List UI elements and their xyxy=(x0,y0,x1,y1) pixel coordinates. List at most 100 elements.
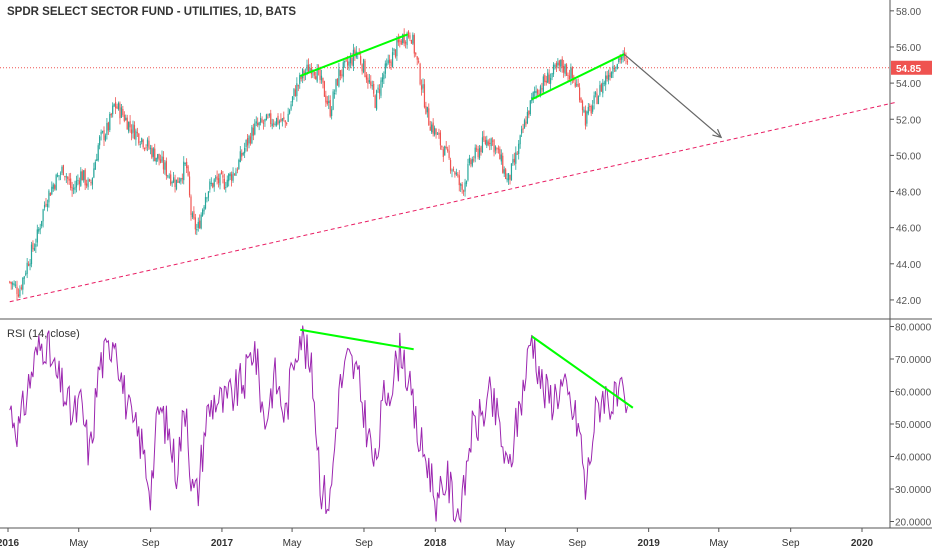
candle-body xyxy=(500,154,502,162)
candle-body xyxy=(33,248,36,251)
drawing-front-layer xyxy=(299,33,723,409)
candle-body xyxy=(502,155,504,173)
candle-body xyxy=(12,283,14,285)
candle-body xyxy=(600,84,602,92)
candle-body xyxy=(152,148,154,157)
candle-body xyxy=(210,183,212,185)
candle-body xyxy=(262,122,265,124)
candle-body xyxy=(91,177,94,185)
candle-body xyxy=(88,179,91,181)
candle-body xyxy=(109,114,111,130)
candle-body xyxy=(592,105,594,112)
candle-body xyxy=(458,175,460,186)
candle-body xyxy=(535,91,537,94)
candle-body xyxy=(197,221,199,228)
candle-body xyxy=(231,174,233,181)
candle-body xyxy=(436,133,439,135)
candle-body xyxy=(564,64,566,74)
candle-body xyxy=(593,95,595,104)
candle-body xyxy=(432,122,434,134)
candle-body xyxy=(125,117,127,121)
candle-body xyxy=(410,40,413,44)
candle-body xyxy=(36,229,38,243)
candle-body xyxy=(402,34,404,43)
candle-body xyxy=(407,31,410,37)
candle-body xyxy=(202,209,204,216)
candle-body xyxy=(117,103,120,110)
candle-body xyxy=(521,129,523,134)
candle-body xyxy=(93,168,95,178)
candle-body xyxy=(258,122,260,126)
price-tick-label: 50.00 xyxy=(896,151,921,162)
candle-body xyxy=(130,129,133,134)
candle-body xyxy=(177,177,179,183)
candle-body xyxy=(246,137,249,146)
candle-body xyxy=(135,130,137,140)
candle-body xyxy=(119,103,121,119)
candle-body xyxy=(78,180,80,185)
candle-body xyxy=(223,178,225,189)
candle-body xyxy=(612,65,614,74)
candle-body xyxy=(561,58,563,68)
candle-body xyxy=(486,139,488,146)
candle-body xyxy=(380,80,382,96)
candle-body xyxy=(65,176,67,178)
price-tick-label: 42.00 xyxy=(896,296,921,307)
candle-body xyxy=(133,125,136,140)
candle-body xyxy=(96,159,98,161)
candle-body xyxy=(106,122,108,135)
candle-body xyxy=(297,85,299,87)
candle-body xyxy=(493,139,495,153)
candle-body xyxy=(377,87,379,90)
candle-body xyxy=(84,169,86,186)
chart-title: SPDR SELECT SECTOR FUND - UTILITIES, 1D,… xyxy=(7,6,297,18)
candle-body xyxy=(626,61,629,63)
candle-body xyxy=(296,83,298,97)
candle-body xyxy=(54,185,56,189)
candle-body xyxy=(260,118,262,123)
candle-body xyxy=(87,179,89,188)
candle-body xyxy=(77,179,79,181)
candle-body xyxy=(252,127,254,136)
candle-body xyxy=(492,140,494,142)
candle-body xyxy=(158,153,160,161)
candle-body xyxy=(519,135,521,145)
candle-body xyxy=(468,157,471,164)
forecast-arrow-line xyxy=(623,53,722,138)
candle-body xyxy=(347,61,349,66)
price-green-trendline xyxy=(531,53,625,101)
candle-body xyxy=(448,150,450,159)
candle-body xyxy=(123,114,125,121)
candle-body xyxy=(555,63,558,68)
candle-body xyxy=(339,70,341,76)
candle-body xyxy=(331,109,333,116)
candle-body xyxy=(596,93,598,104)
candle-body xyxy=(112,105,114,115)
candle-body xyxy=(215,177,217,179)
candle-body xyxy=(349,57,352,64)
rsi-tick-label: 20.0000 xyxy=(895,518,932,529)
candle-body xyxy=(416,56,418,60)
candle-body xyxy=(220,171,223,175)
candle-body xyxy=(473,159,475,161)
candle-body xyxy=(67,176,69,179)
candle-body xyxy=(19,289,21,297)
candle-body xyxy=(394,49,397,57)
candle-body xyxy=(241,153,243,157)
candle-body xyxy=(287,113,289,122)
price-tick-label: 52.00 xyxy=(896,115,921,126)
candle-body xyxy=(405,42,407,44)
candle-body xyxy=(273,123,275,125)
candle-body xyxy=(616,64,618,69)
time-tick-label: Sep xyxy=(142,538,160,549)
candle-body xyxy=(342,62,344,77)
candle-body xyxy=(209,181,211,190)
candle-body xyxy=(39,228,41,230)
candle-body xyxy=(107,122,109,131)
candle-body xyxy=(348,61,350,67)
candle-body xyxy=(420,85,423,90)
candle-body xyxy=(164,162,166,170)
candle-body xyxy=(602,82,604,94)
